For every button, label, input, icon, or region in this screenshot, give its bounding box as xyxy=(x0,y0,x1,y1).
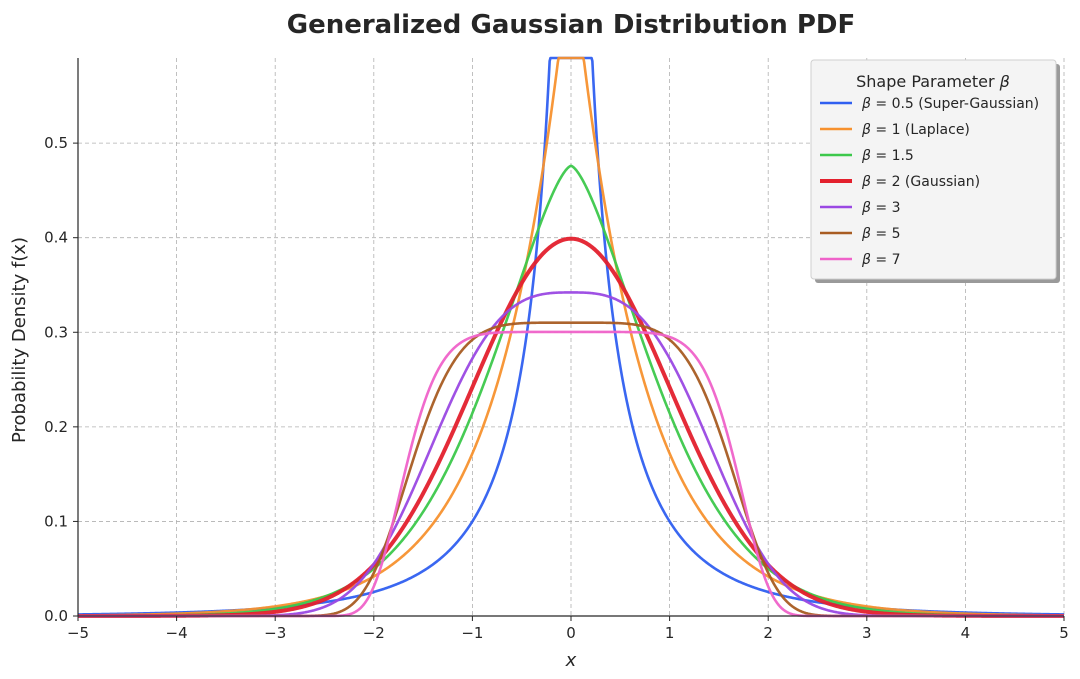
x-tick-label: −1 xyxy=(461,624,483,642)
legend-items: β = 0.5 (Super-Gaussian) β = 1 (Laplace) β… xyxy=(820,96,1039,268)
legend-label-6: β = 5 xyxy=(861,226,900,242)
y-axis: 0.0 0.1 0.2 0.3 0.4 0.5 xyxy=(44,134,78,625)
x-tick-label: 3 xyxy=(862,624,872,642)
x-axis-label: x xyxy=(565,650,577,671)
x-tick-label: 1 xyxy=(665,624,675,642)
legend-label-7: β = 7 xyxy=(861,252,900,268)
y-axis-label: Probability Density f(x) xyxy=(9,237,30,443)
y-tick-label: 0.1 xyxy=(44,512,68,530)
y-tick-label: 0.2 xyxy=(44,418,68,436)
legend-box xyxy=(810,59,1057,280)
legend-label-4: β = 2 (Gaussian) xyxy=(861,174,980,190)
x-tick-label: −4 xyxy=(166,624,188,642)
x-tick-label: 0 xyxy=(566,624,576,642)
y-tick-label: 0.3 xyxy=(44,323,68,341)
legend-label-1: β = 0.5 (Super-Gaussian) xyxy=(861,96,1039,112)
legend-label-5: β = 3 xyxy=(861,200,900,216)
x-tick-label: −5 xyxy=(67,624,89,642)
y-tick-label: 0.0 xyxy=(44,607,68,625)
x-tick-label: −2 xyxy=(363,624,385,642)
x-axis: −5 −4 −3 −2 −1 0 1 2 3 4 5 xyxy=(67,616,1069,642)
x-tick-label: −3 xyxy=(264,624,286,642)
chart-title: Generalized Gaussian Distribution PDF xyxy=(287,10,856,40)
series-line-4 xyxy=(76,236,1066,618)
y-tick-label: 0.5 xyxy=(44,134,68,152)
series-line-2 xyxy=(77,56,1065,617)
x-tick-label: 2 xyxy=(763,624,773,642)
series-line-3 xyxy=(77,164,1065,618)
y-tick-label: 0.4 xyxy=(44,229,68,247)
legend-label-2: β = 1 (Laplace) xyxy=(861,122,970,138)
x-tick-label: 5 xyxy=(1059,624,1069,642)
x-tick-label: 4 xyxy=(961,624,971,642)
legend-label-3: β = 1.5 xyxy=(861,148,914,164)
legend-title: Shape Parameter β xyxy=(856,72,1010,91)
legend: Shape Parameter β β = 0.5 (Super-Gaussia… xyxy=(810,59,1060,283)
